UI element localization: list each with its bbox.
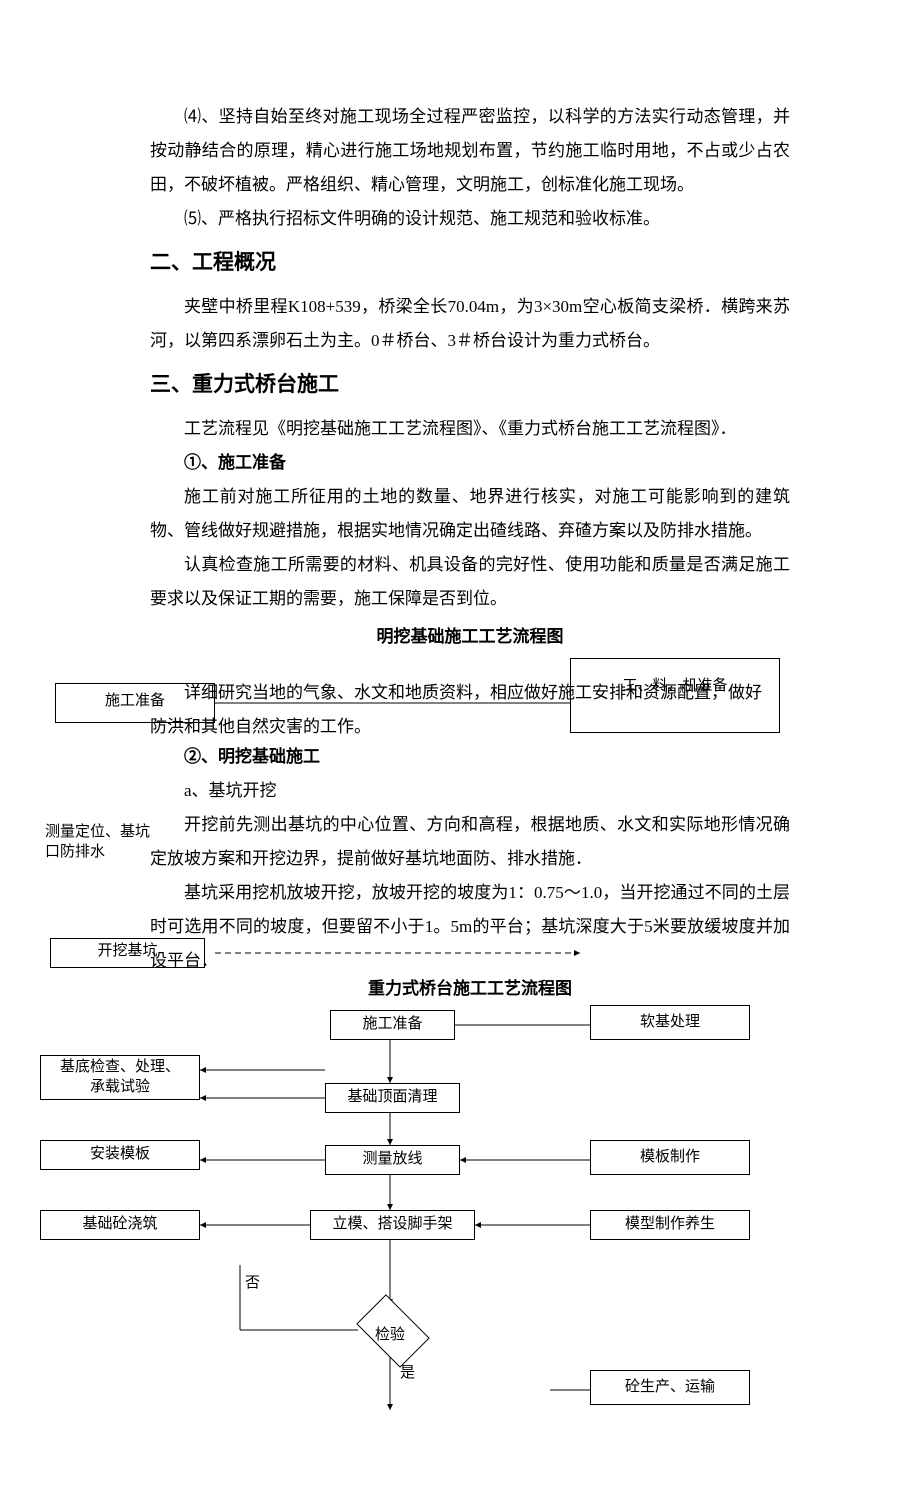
flowchart1-title: 明挖基础施工工艺流程图 (150, 620, 790, 654)
paragraph-4: ⑷、坚持自始至终对施工现场全过程严密监控，以科学的方法实行动态管理，并按动静结合… (150, 100, 790, 202)
s1-p1: 施工前对施工所征用的土地的数量、地界进行核实，对施工可能影响到的建筑物、管线做好… (150, 480, 790, 548)
h3-intro: 工艺流程见《明挖基础施工工艺流程图》、《重力式桥台施工工艺流程图》． (150, 412, 790, 446)
fc2-top-clean: 基础顶面清理 (325, 1083, 460, 1113)
document-page: ⑷、坚持自始至终对施工现场全过程严密监控，以科学的方法实行动态管理，并按动静结合… (0, 0, 920, 1490)
fc2-cure: 模型制作养生 (590, 1210, 750, 1240)
heading-2: 二、工程概况 (150, 242, 790, 284)
fc2-install-form: 安装模板 (40, 1140, 200, 1170)
fc1-box-materials: 工、料、机准备 (570, 658, 780, 733)
fc1-box-prep: 施工准备 (55, 683, 215, 723)
h2-body: 夹壁中桥里程K108+539，桥梁全长70.04m，为3×30m空心板简支梁桥．… (150, 290, 790, 358)
s2-p2: 基坑采用挖机放坡开挖，放坡开挖的坡度为1：0.75～1.0，当开挖通过不同的土层… (150, 876, 790, 978)
paragraph-5: ⑸、严格执行招标文件明确的设计规范、施工规范和验收标准。 (150, 202, 790, 236)
s2-p1: 开挖前先测出基坑的中心位置、方向和高程，根据地质、水文和实际地形情况确定放坡方案… (150, 808, 790, 876)
fc1-measure-label: 测量定位、基坑口防排水 (45, 823, 150, 862)
heading-3: 三、重力式桥台施工 (150, 364, 790, 406)
s2-title: ②、明挖基础施工 (150, 740, 790, 774)
fc1-excavate: 开挖基坑 (50, 938, 205, 968)
fc2-measure: 测量放线 (325, 1145, 460, 1175)
fc2-check-base: 基底检查、处理、承载试验 (40, 1055, 200, 1100)
flowchart2-title: 重力式桥台施工工艺流程图 (150, 972, 790, 1006)
s2-a: a、基坑开挖 (150, 774, 790, 808)
fc2-pour: 基础砼浇筑 (40, 1210, 200, 1240)
fc2-inspect-label: 检验 (375, 1320, 405, 1350)
flowchart1-region: 详细研究当地的气象、水文和地质资料，相应做好施工安排和资源配置，做好 防洪和其他… (150, 658, 790, 968)
fc2-prep: 施工准备 (330, 1010, 455, 1040)
s1-p2: 认真检查施工所需要的材料、机具设备的完好性、使用功能和质量是否满足施工要求以及保… (150, 548, 790, 616)
fc2-no-label: 否 (245, 1268, 260, 1298)
section-1-title: ①、施工准备 (150, 446, 790, 480)
fc2-scaffold: 立模、搭设脚手架 (310, 1210, 475, 1240)
flowchart2-region: 施工准备 软基处理 基底检查、处理、承载试验 基础顶面清理 安装模板 测量放线 … (150, 1010, 790, 1450)
fc2-soft: 软基处理 (590, 1005, 750, 1040)
fc2-concrete-prod: 砼生产、运输 (590, 1370, 750, 1405)
fc2-form-make: 模板制作 (590, 1140, 750, 1175)
